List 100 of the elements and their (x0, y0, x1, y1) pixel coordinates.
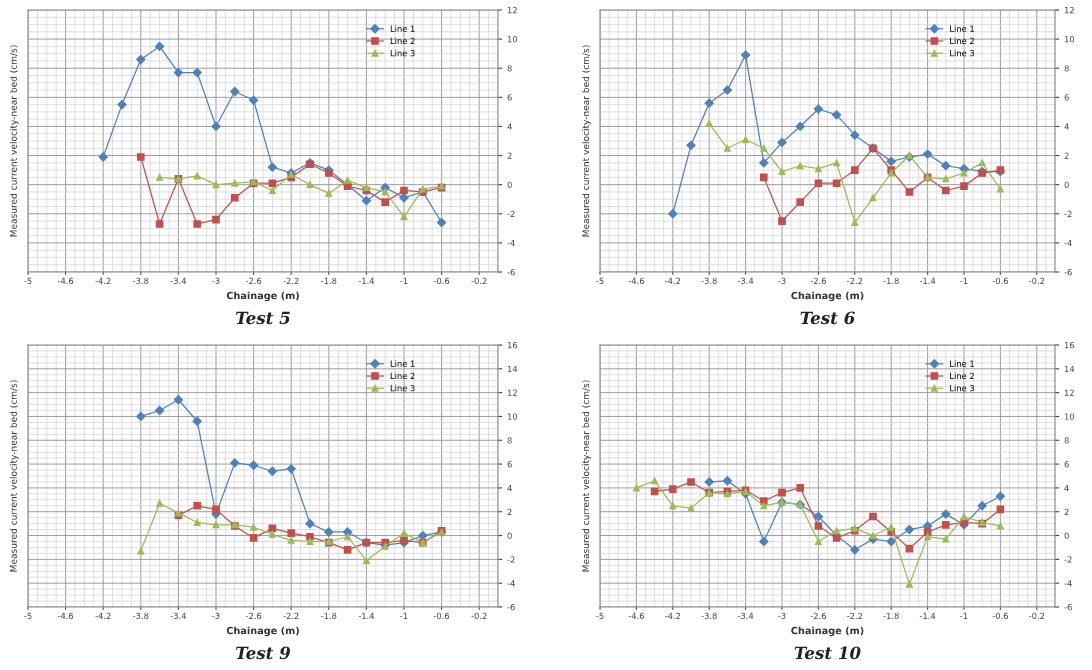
x-tick-label: -4.2 (95, 612, 111, 619)
y-tick-label: 16 (1064, 341, 1075, 349)
x-tick-label: -3 (778, 277, 786, 285)
x-tick-label: -2.6 (245, 277, 262, 285)
y-tick-label: -4 (1064, 580, 1072, 587)
legend-label: Line 3 (950, 384, 975, 392)
y-tick-label: -2 (507, 556, 515, 563)
y-tick-label: 0 (507, 181, 512, 188)
x-tick-label: -1.8 (321, 612, 337, 620)
x-tick-label: -3.4 (170, 277, 187, 285)
x-tick-label: -1 (400, 612, 408, 619)
x-tick-label: -4.2 (665, 612, 681, 619)
x-tick-label: -0.6 (992, 612, 1009, 620)
y-tick-label: 10 (1064, 413, 1075, 420)
x-axis-title: Chainage (m) (226, 626, 299, 637)
x-tick-label: -3.8 (701, 277, 717, 285)
x-tick-label: -3 (778, 612, 786, 620)
x-tick-label: -3 (212, 277, 220, 285)
y-tick-label: 6 (1064, 94, 1069, 101)
y-tick-label: 10 (507, 413, 518, 420)
y-tick-label: 6 (507, 94, 512, 101)
y-tick-label: 8 (507, 65, 512, 72)
text: Test 10 (794, 646, 861, 660)
y-tick-label: 10 (1064, 36, 1075, 43)
x-tick-label: -0.2 (1029, 612, 1045, 620)
y-tick-label: -6 (507, 603, 515, 611)
y-tick-label: -6 (1064, 268, 1072, 276)
y-tick-label: 12 (1064, 389, 1074, 396)
y-tick-label: 2 (1064, 508, 1069, 515)
y-axis-title: Measured current velocity-near bed (cm/s) (9, 380, 19, 572)
y-tick-label: 12 (507, 6, 517, 14)
y-tick-label: 12 (1064, 6, 1074, 14)
y-tick-label: 4 (1064, 485, 1069, 492)
y-tick-label: 10 (507, 36, 518, 43)
y-tick-label: 6 (507, 461, 512, 468)
x-tick-label: -3.4 (737, 612, 754, 620)
y-tick-label: 4 (507, 123, 512, 130)
x-tick-label: -3.4 (737, 277, 754, 285)
x-tick-label: -3.8 (133, 277, 149, 285)
y-tick-label: 2 (1064, 152, 1069, 159)
x-tick-label: -1.4 (358, 612, 375, 619)
x-tick-label: -5 (24, 277, 32, 285)
x-axis-title: Chainage (m) (791, 626, 864, 637)
x-tick-label: -2.2 (847, 277, 863, 284)
y-tick-label: 8 (507, 437, 512, 444)
x-tick-label: -1 (960, 612, 968, 619)
legend-label: Line 1 (390, 25, 415, 32)
legend-label: Line 1 (950, 25, 974, 32)
x-tick-label: -2.2 (283, 277, 299, 284)
y-tick-label: 6 (1064, 461, 1069, 468)
x-tick-label: -4.2 (95, 277, 111, 284)
x-tick-label: -1.4 (919, 277, 936, 284)
y-tick-label: -6 (1064, 603, 1072, 611)
x-tick-label: -3.8 (133, 612, 149, 620)
y-tick-label: 14 (507, 365, 518, 372)
y-tick-label: 0 (1064, 532, 1069, 539)
legend-label: Line 2 (390, 37, 415, 45)
x-tick-label: -2.6 (245, 612, 262, 620)
x-tick-label: -0.2 (471, 612, 487, 620)
legend-label: Line 3 (390, 384, 415, 392)
y-tick-label: 0 (507, 532, 512, 539)
y-tick-label: 2 (507, 508, 512, 515)
text: Test 6 (800, 311, 855, 325)
legend-label: Line 2 (950, 37, 974, 45)
x-tick-label: -4.6 (628, 612, 645, 620)
x-tick-label: -4.2 (665, 277, 681, 284)
y-tick-label: 4 (1064, 123, 1069, 130)
y-tick-label: -4 (1064, 239, 1072, 247)
x-tick-label: -3 (212, 612, 220, 620)
y-tick-label: -2 (507, 210, 515, 217)
x-tick-label: -5 (596, 612, 604, 620)
x-tick-label: -4.6 (57, 277, 74, 285)
y-tick-label: 14 (1064, 365, 1075, 372)
x-tick-label: -0.6 (433, 277, 450, 285)
y-tick-label: -2 (1064, 210, 1072, 217)
y-tick-label: 16 (507, 341, 518, 349)
text: Test 9 (236, 646, 291, 660)
text: Test 5 (236, 311, 290, 325)
x-tick-label: -3.8 (701, 612, 717, 620)
y-tick-label: 12 (507, 389, 517, 396)
x-tick-label: -1.8 (883, 612, 899, 620)
y-tick-label: 4 (507, 485, 512, 492)
legend-label: Line 3 (390, 49, 415, 57)
x-axis-title: Chainage (m) (226, 291, 299, 302)
x-tick-label: -1.4 (358, 277, 375, 284)
x-tick-label: -0.2 (471, 277, 487, 285)
y-tick-label: -2 (1064, 556, 1072, 563)
y-axis-title: Measured current velocity-near bed (cm/s) (582, 45, 591, 237)
x-axis-title: Chainage (m) (791, 291, 864, 302)
y-axis-title: Measured current velocity-near bed (cm/s) (9, 45, 19, 237)
x-tick-label: -1.8 (883, 277, 899, 285)
y-tick-label: 0 (1064, 181, 1069, 188)
y-tick-label: -6 (507, 268, 515, 276)
x-tick-label: -0.2 (1029, 277, 1045, 285)
x-tick-label: -4.6 (628, 277, 645, 285)
x-tick-label: -2.6 (810, 612, 827, 620)
x-tick-label: -1 (960, 277, 968, 284)
x-tick-label: -1 (400, 277, 408, 284)
x-tick-label: -1.8 (321, 277, 337, 285)
x-tick-label: -5 (596, 277, 604, 285)
